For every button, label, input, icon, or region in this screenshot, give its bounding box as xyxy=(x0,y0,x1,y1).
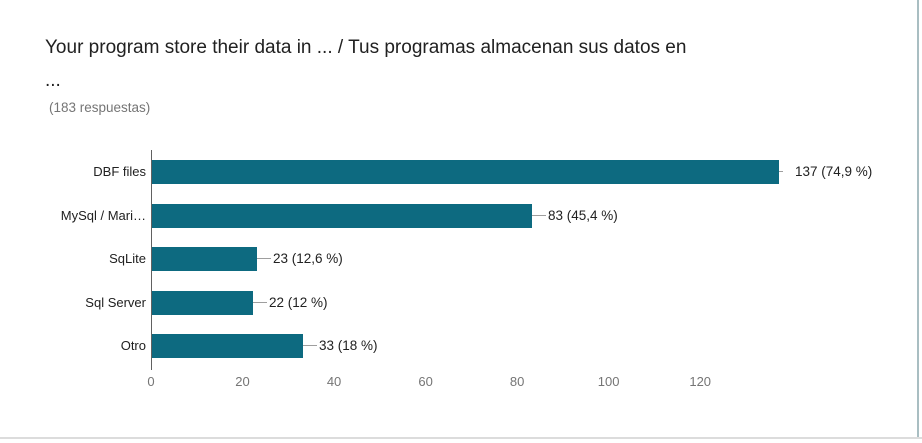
category-label: Otro xyxy=(120,338,146,353)
category-label: Sql Server xyxy=(85,294,146,310)
bar-value-label: 22 (12 %) xyxy=(269,294,328,310)
x-tick-label: 100 xyxy=(597,374,620,389)
bar xyxy=(152,203,532,228)
bar-connector-line xyxy=(303,345,317,346)
window-bottom-border xyxy=(0,437,922,439)
chart-title-line2: ... xyxy=(45,70,61,91)
category-label: MySql / Mari… xyxy=(60,207,146,223)
bar-value-label: 83 (45,4 %) xyxy=(548,207,618,223)
x-tick-label: 120 xyxy=(689,374,712,389)
category-label: DBF files xyxy=(93,164,146,179)
x-tick-label: 60 xyxy=(418,374,433,389)
category-label: SqLite xyxy=(109,251,146,266)
bar xyxy=(152,247,257,271)
bar xyxy=(152,290,253,315)
bar-value-label: 33 (18 %) xyxy=(319,338,378,353)
response-count: (183 respuestas) xyxy=(49,100,151,115)
x-tick-label: 0 xyxy=(147,374,155,389)
window-right-border xyxy=(917,0,919,437)
bar-value-label: 137 (74,9 %) xyxy=(795,164,873,179)
bar-connector-line xyxy=(253,301,267,303)
bar-connector-line xyxy=(257,258,271,259)
x-tick-label: 20 xyxy=(235,374,250,389)
chart-title-line1: Your program store their data in ... / T… xyxy=(45,37,687,58)
y-axis-line xyxy=(151,150,152,370)
bar-connector-line xyxy=(532,214,546,216)
chart-header: Your program store their data in ... / T… xyxy=(45,31,877,116)
bar xyxy=(152,160,779,184)
bar-connector-line xyxy=(779,171,783,172)
x-tick-label: 80 xyxy=(509,374,525,389)
horizontal-bar-chart: DBF files 137 (74,9 %) MySql / Mari… 83 (45… xyxy=(40,150,900,400)
bar xyxy=(152,334,303,358)
x-tick-label: 40 xyxy=(326,374,342,389)
bar-value-label: 23 (12,6 %) xyxy=(273,251,343,266)
